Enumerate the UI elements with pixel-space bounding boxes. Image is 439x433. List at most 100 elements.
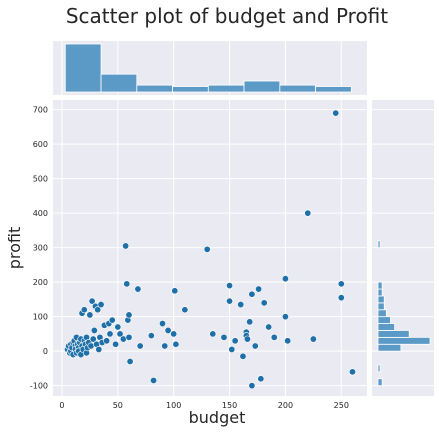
scatter-point	[90, 326, 98, 334]
right-histogram-bar	[377, 336, 431, 345]
scatter-point	[248, 382, 256, 390]
right-histogram-bar	[377, 330, 410, 338]
scatter-point	[239, 352, 247, 360]
scatter-point	[103, 337, 111, 345]
scatter-point	[281, 275, 289, 283]
scatter-point	[270, 333, 278, 341]
y-tick-labels: -100 0 100 200 300 400 500 600 700	[30, 106, 48, 391]
top-histogram-bar	[64, 43, 102, 93]
top-histogram-bars	[64, 43, 352, 93]
scatter-point	[226, 297, 234, 305]
y-tick-label: 200	[33, 278, 48, 287]
right-histogram-bar	[377, 281, 383, 290]
scatter-point	[309, 335, 317, 343]
scatter-point	[94, 306, 102, 314]
y-tick-label: 400	[33, 209, 48, 218]
y-tick-label: 600	[33, 140, 48, 149]
scatter-point	[348, 368, 356, 376]
x-tick-label: 150	[222, 401, 237, 410]
top-histogram-bar	[100, 73, 138, 93]
scatter-point	[251, 342, 259, 350]
scatter-point	[106, 330, 114, 338]
scatter-point	[80, 306, 88, 314]
right-histogram-bar	[377, 302, 385, 311]
scatter-point	[159, 320, 167, 328]
scatter-point	[281, 313, 289, 321]
right-histogram-bar	[377, 295, 385, 304]
scatter-points	[64, 109, 356, 390]
scatter-point	[243, 335, 251, 343]
scatter-point	[226, 282, 234, 290]
scatter-point	[125, 333, 133, 341]
y-tick-label: 300	[33, 244, 48, 253]
top-histogram-bar	[136, 84, 173, 93]
scatter-point	[170, 330, 178, 338]
right-histogram-bar	[377, 240, 381, 249]
y-tick-label: 0	[43, 347, 48, 356]
scatter-point	[123, 280, 131, 288]
right-histogram-bar	[377, 343, 402, 352]
scatter-point	[114, 323, 122, 331]
scatter-point	[88, 297, 96, 305]
scatter-point	[255, 285, 263, 293]
top-histogram-panel	[53, 41, 367, 95]
scatter-point	[260, 299, 268, 307]
x-tick-label: 200	[278, 401, 293, 410]
scatter-point	[164, 326, 172, 334]
right-histogram-gridlines	[372, 109, 434, 387]
scatter-point	[181, 306, 189, 314]
scatter-point	[122, 242, 130, 250]
scatter-point	[284, 337, 292, 345]
scatter-point	[220, 333, 228, 341]
scatter-point	[172, 340, 180, 348]
right-histogram-bars	[377, 240, 431, 387]
scatter-point	[257, 375, 265, 383]
right-histogram-panel	[372, 100, 434, 396]
scatter-point	[337, 294, 345, 302]
right-histogram-bar	[377, 309, 387, 318]
scatter-point	[134, 285, 142, 293]
right-histogram-bar	[377, 378, 383, 387]
scatter-point	[231, 337, 239, 345]
y-tick-label: 100	[33, 313, 48, 322]
scatter-point	[332, 109, 340, 117]
scatter-point	[161, 342, 169, 350]
right-histogram-bar	[377, 316, 391, 324]
scatter-point	[126, 358, 134, 366]
scatter-point	[171, 287, 179, 295]
top-histogram-bar	[172, 86, 209, 93]
scatter-point	[116, 330, 124, 338]
x-tick-label: 100	[166, 401, 181, 410]
joint-plot-panel	[53, 100, 367, 396]
x-tick-label: 50	[113, 401, 123, 410]
scatter-point	[136, 342, 144, 350]
scatter-point	[337, 280, 345, 288]
y-tick-label: 700	[33, 106, 48, 115]
scatter-point	[248, 290, 256, 298]
y-tick-label: 500	[33, 175, 48, 184]
top-histogram-bar	[243, 80, 281, 93]
top-histogram-bar	[279, 84, 316, 93]
scatter-point	[97, 301, 105, 309]
chart-title: Scatter plot of budget and Profit	[66, 4, 388, 28]
scatter-point	[89, 335, 97, 343]
scatter-point	[265, 323, 273, 331]
scatter-point	[203, 245, 211, 253]
scatter-point	[112, 340, 120, 348]
x-axis-label: budget	[189, 408, 246, 427]
x-tick-labels: 0 50 100 150 200 250	[59, 401, 349, 410]
scatter-point	[95, 345, 103, 353]
right-histogram-bar	[377, 323, 396, 331]
scatter-point	[237, 301, 245, 309]
scatter-point	[246, 318, 254, 326]
scatter-point	[209, 330, 217, 338]
scatter-point	[108, 316, 116, 324]
x-tick-label: 250	[334, 401, 349, 410]
right-histogram-bar	[377, 288, 383, 297]
scatter-point	[147, 332, 155, 340]
top-histogram-bar	[315, 86, 352, 93]
right-histogram-bar	[377, 364, 381, 373]
y-tick-label: -100	[30, 382, 48, 391]
scatter-point	[304, 209, 312, 217]
